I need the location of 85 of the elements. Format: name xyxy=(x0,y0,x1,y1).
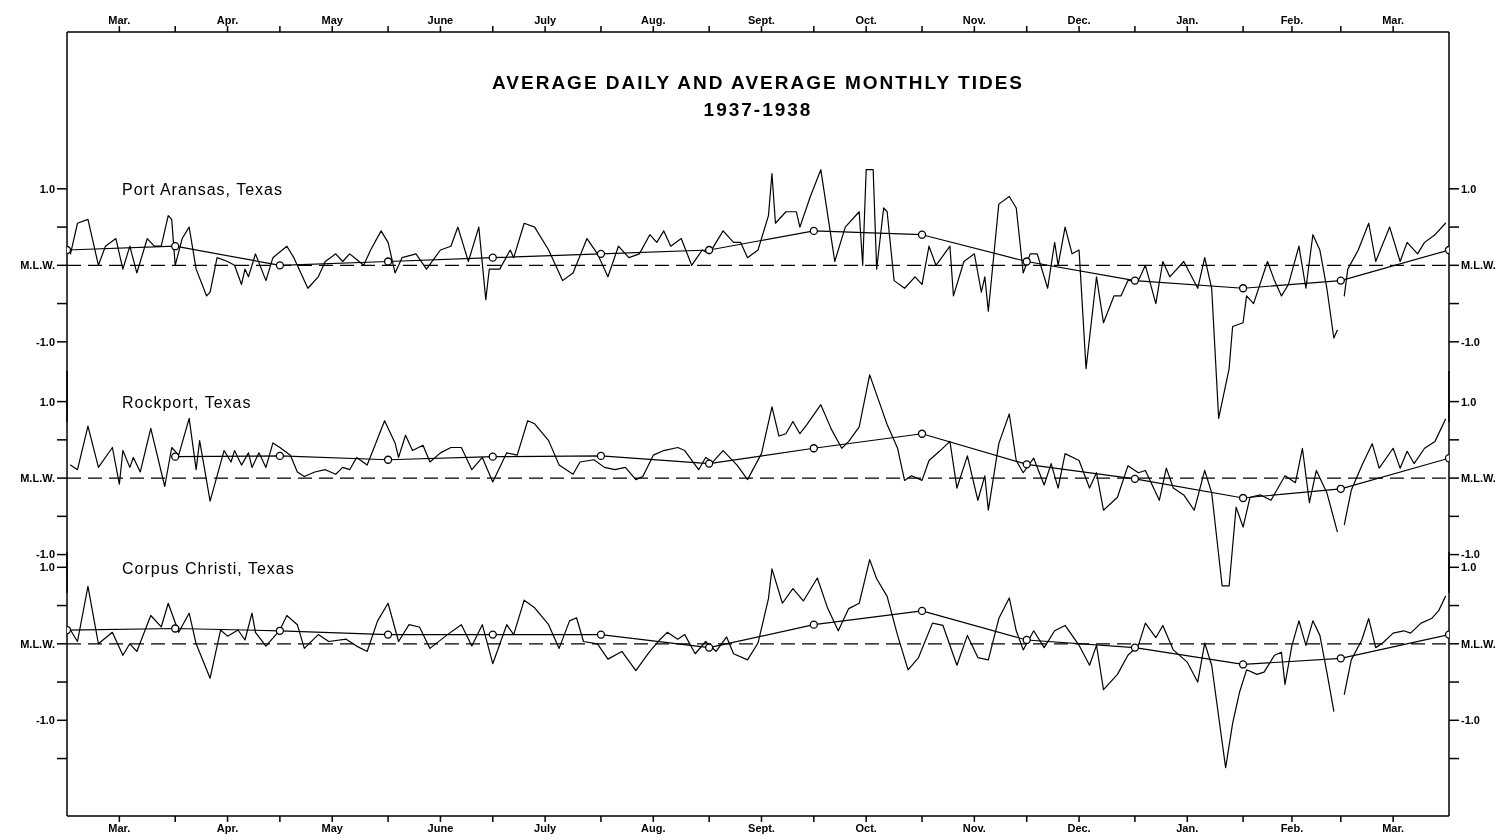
x-tick-label: Dec. xyxy=(1067,821,1091,834)
point xyxy=(596,249,606,258)
point xyxy=(1336,276,1345,285)
point xyxy=(1238,493,1248,503)
point xyxy=(809,620,818,630)
point xyxy=(171,624,180,633)
x-tick-label: Sept. xyxy=(748,821,775,834)
point xyxy=(596,630,606,639)
text: AVERAGE DAILY AND AVERAGE MONTHLY TIDES xyxy=(491,71,1025,94)
x2-tick-label: July xyxy=(534,13,557,26)
point xyxy=(1238,660,1248,669)
text: 1937-1938 xyxy=(702,98,814,121)
point xyxy=(275,626,285,636)
x2-tick-label: Feb. xyxy=(1280,13,1304,26)
y-tick-label: 1.0 xyxy=(39,561,56,574)
y2-tick-label: M.L.W. xyxy=(1460,258,1496,271)
point xyxy=(171,241,180,251)
x2-tick-label: Mar. xyxy=(108,13,131,26)
x-tick-label: Mar. xyxy=(1382,821,1405,834)
point xyxy=(383,630,393,639)
y2-tick-label: M.L.W. xyxy=(1460,637,1496,650)
x2-tick-label: May xyxy=(321,13,344,26)
y-tick-label: M.L.W. xyxy=(20,637,56,650)
x2-tick-label: Mar. xyxy=(1382,13,1405,26)
point xyxy=(704,245,714,254)
point xyxy=(488,630,497,639)
x-tick-label: Nov. xyxy=(962,821,986,834)
point xyxy=(383,455,393,464)
y-tick-label: 1.0 xyxy=(39,395,56,408)
x2-tick-label: Sept. xyxy=(748,13,775,26)
point xyxy=(1022,460,1031,469)
y-tick-label: -1.0 xyxy=(36,335,56,348)
point xyxy=(1022,636,1031,645)
point xyxy=(171,452,180,461)
point xyxy=(488,452,497,461)
y2-tick-label: -1.0 xyxy=(1460,335,1480,348)
point xyxy=(1022,257,1031,266)
point xyxy=(917,429,927,438)
x2-tick-label: Nov. xyxy=(962,13,986,26)
point xyxy=(704,459,714,468)
x2-tick-label: June xyxy=(427,13,454,26)
x-tick-label: Mar. xyxy=(108,821,131,834)
y2-tick-label: 1.0 xyxy=(1460,561,1477,574)
point xyxy=(917,230,927,239)
point xyxy=(275,260,285,270)
annotation: Port Aransas, Texas xyxy=(122,180,283,199)
x-tick-label: Oct. xyxy=(855,821,877,834)
x-tick-label: May xyxy=(321,821,344,834)
y-tick-label: M.L.W. xyxy=(20,471,56,484)
x-tick-label: July xyxy=(534,821,557,834)
y-tick-label: 1.0 xyxy=(39,182,56,195)
x-tick-label: Feb. xyxy=(1280,821,1304,834)
x-tick-label: Jan. xyxy=(1176,821,1199,834)
x2-tick-label: Jan. xyxy=(1176,13,1199,26)
point xyxy=(488,253,497,262)
y2-tick-label: -1.0 xyxy=(1460,714,1480,727)
x-tick-label: June xyxy=(427,821,454,834)
y2-tick-label: M.L.W. xyxy=(1460,471,1496,484)
y2-tick-label: 1.0 xyxy=(1460,395,1477,408)
point xyxy=(596,451,606,460)
annotation: Corpus Christi, Texas xyxy=(122,559,295,578)
y-tick-label: -1.0 xyxy=(36,714,56,727)
point xyxy=(704,643,714,652)
x-tick-label: Aug. xyxy=(641,821,666,834)
point xyxy=(1130,643,1140,652)
point xyxy=(809,226,818,235)
x2-tick-label: Aug. xyxy=(641,13,666,26)
y2-tick-label: -1.0 xyxy=(1460,548,1480,561)
x2-tick-label: Dec. xyxy=(1067,13,1091,26)
y-tick-label: -1.0 xyxy=(36,548,56,561)
point xyxy=(383,257,393,266)
x2-tick-label: Apr. xyxy=(216,13,239,26)
x2-tick-label: Oct. xyxy=(855,13,877,26)
point xyxy=(1336,484,1345,493)
point xyxy=(809,444,818,453)
point xyxy=(1238,283,1248,293)
y2-tick-label: 1.0 xyxy=(1460,182,1477,195)
point xyxy=(1130,276,1140,285)
point xyxy=(1130,474,1140,483)
y-tick-label: M.L.W. xyxy=(20,258,56,271)
x-tick-label: Apr. xyxy=(216,821,239,834)
point xyxy=(917,606,927,616)
annotation: Rockport, Texas xyxy=(122,393,252,412)
point xyxy=(1336,654,1345,663)
point xyxy=(275,451,285,460)
